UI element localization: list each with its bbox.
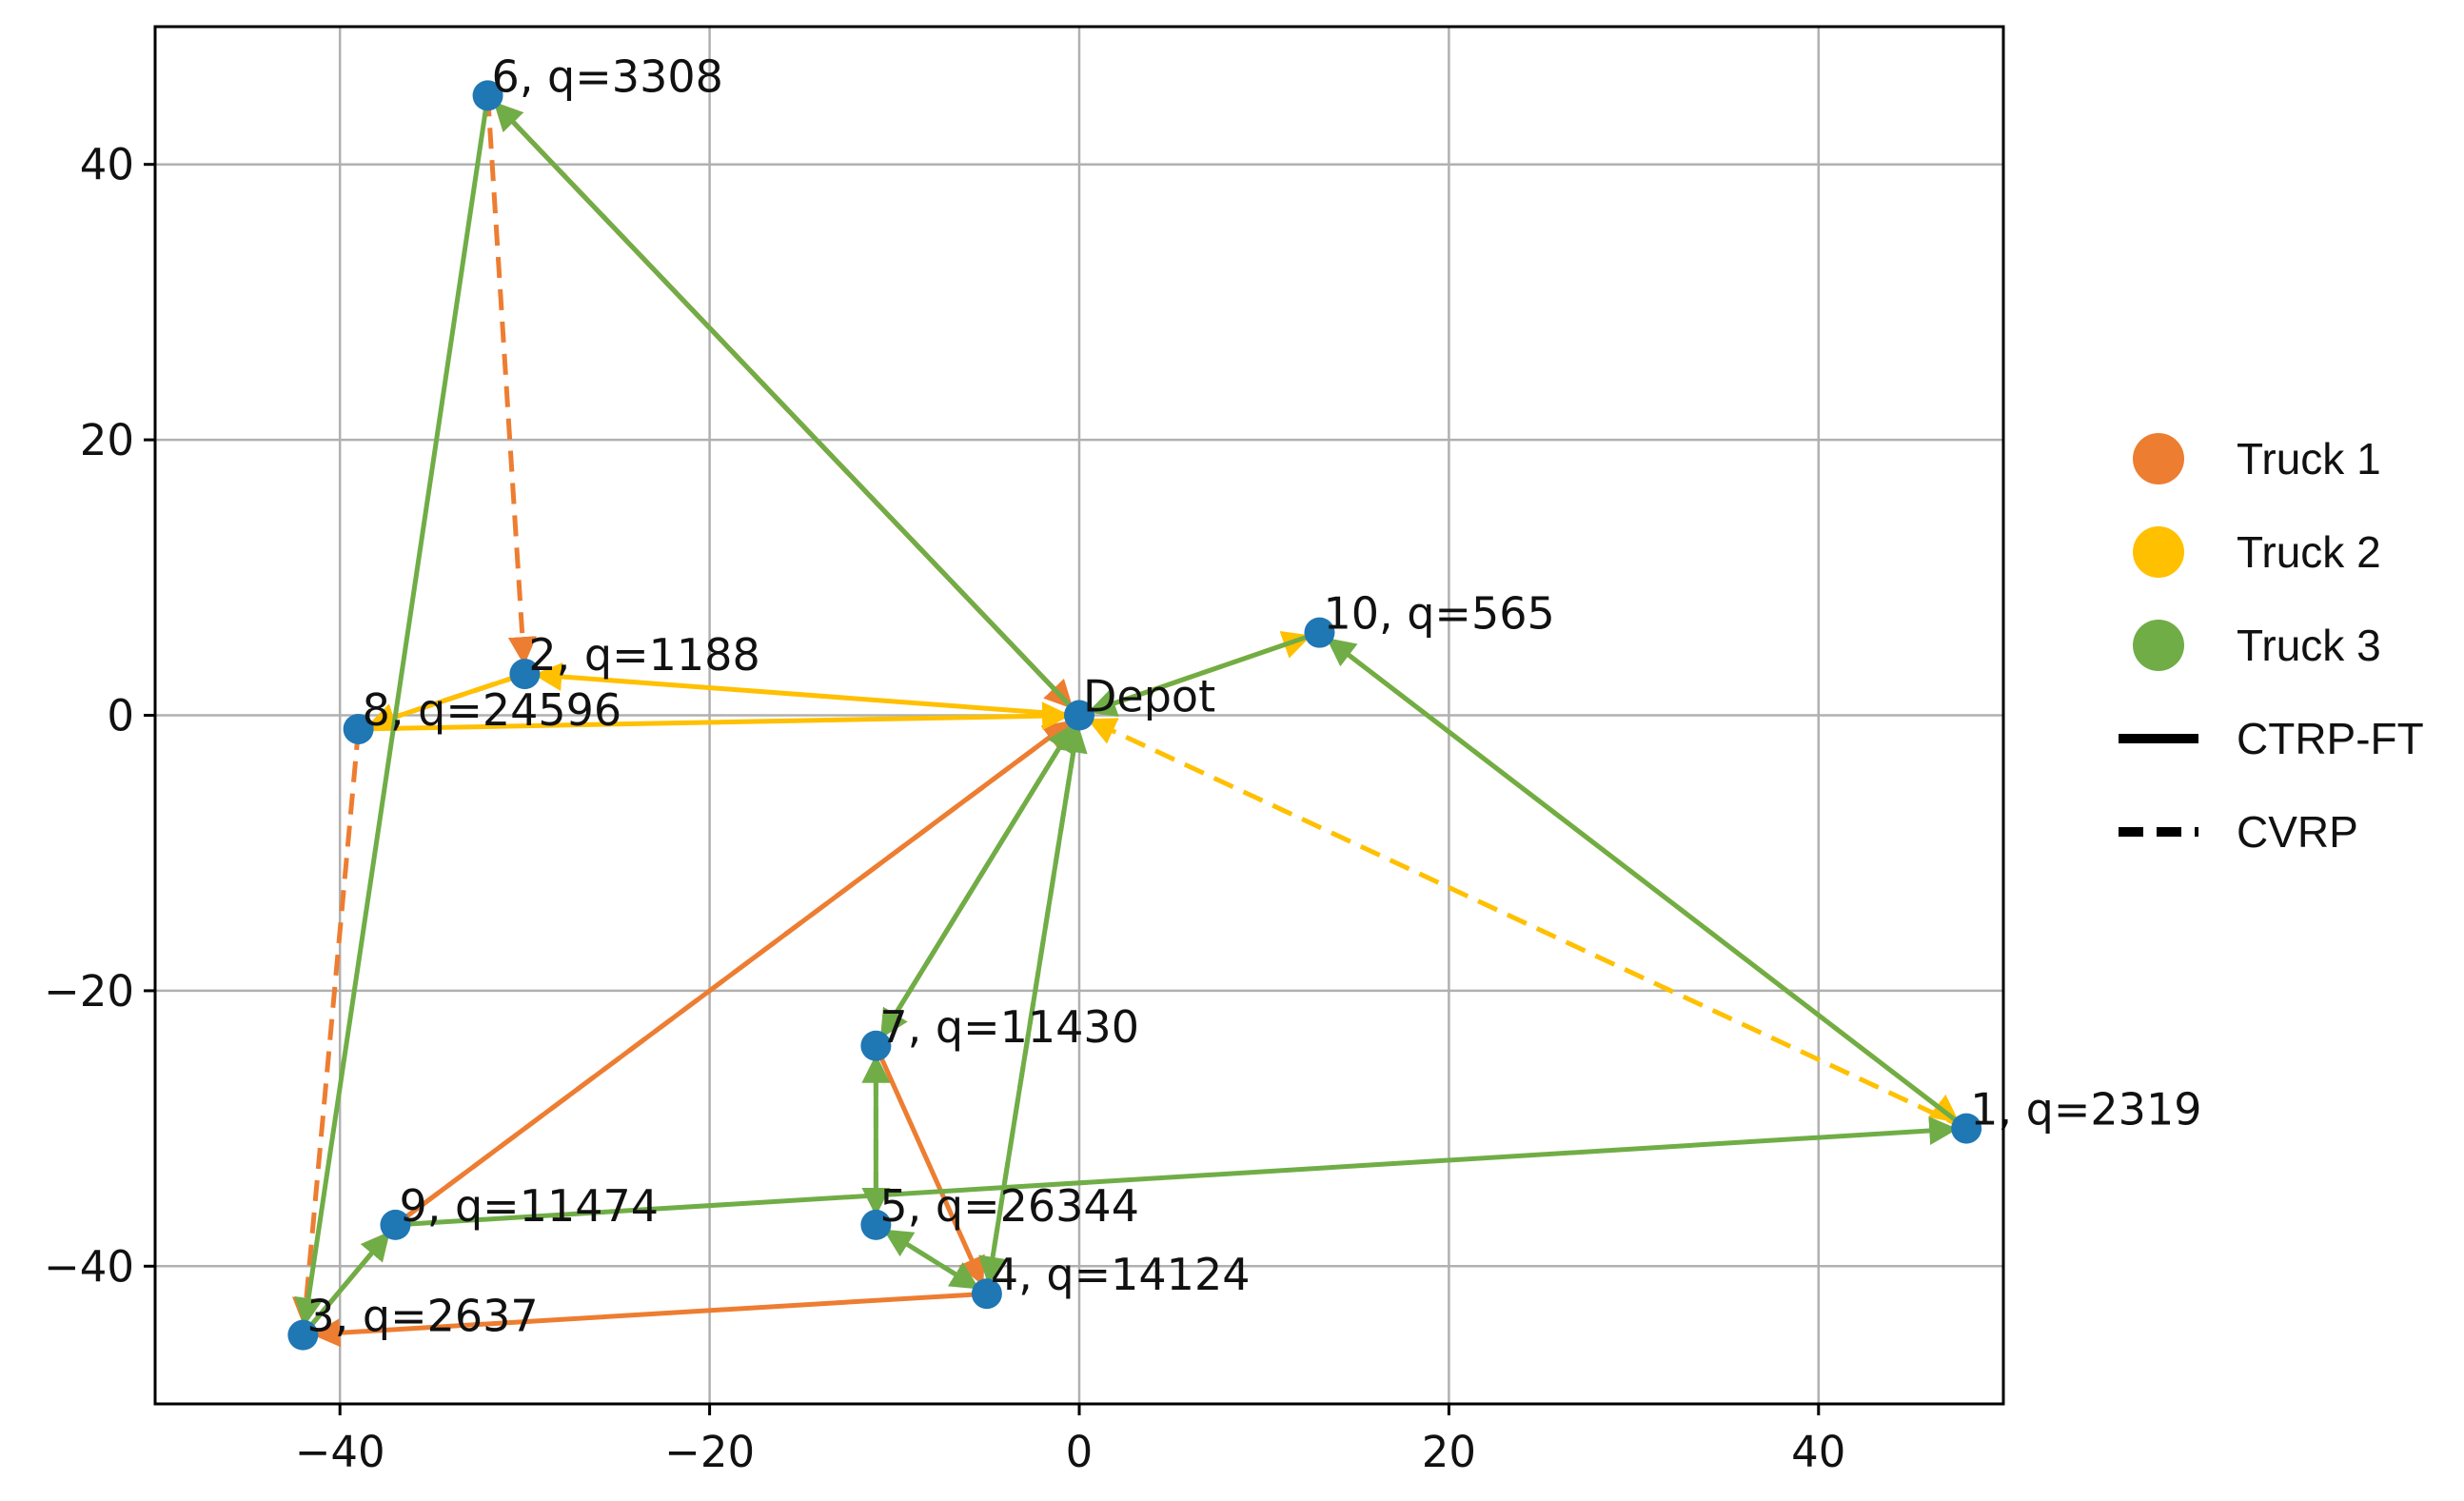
route-segment [533, 662, 1080, 718]
route-truck-3-cvrp [861, 715, 1082, 1296]
point-label-8: 8, q=24596 [363, 684, 622, 736]
legend-label-truck-1: Truck 1 [2237, 434, 2381, 484]
points [287, 80, 1982, 1351]
legend: Truck 1 Truck 2 Truck 3 CTRP-FT CVRP [2119, 433, 2424, 857]
route-segment [358, 701, 1072, 732]
point-6 [472, 80, 503, 111]
point-3 [287, 1319, 319, 1351]
y-tick-label: −20 [44, 966, 134, 1017]
routes [291, 93, 1968, 1348]
legend-label-truck-2: Truck 2 [2237, 527, 2381, 577]
point-label-3: 3, q=2637 [306, 1291, 538, 1342]
route-segment [874, 1044, 985, 1287]
y-tick-label: −40 [44, 1241, 134, 1292]
point-1 [1951, 1113, 1982, 1144]
point-label-depot: Depot [1083, 671, 1215, 722]
y-tick-label: 20 [80, 415, 134, 465]
point-label-4: 4, q=14124 [991, 1249, 1251, 1300]
point-labels: Depot 1, q=2319 2, q=1188 3, q=2637 4, q=141… [306, 50, 2201, 1341]
point-label-6: 6, q=3308 [492, 50, 723, 102]
legend-label-ctrp-ft: CTRP-FT [2237, 714, 2424, 763]
route-segment [1326, 637, 1968, 1131]
point-10 [1304, 617, 1335, 648]
x-tick-label: 0 [1066, 1427, 1094, 1477]
route-segment [294, 94, 491, 1327]
legend-marker-truck-1 [2133, 433, 2184, 484]
point-8 [343, 713, 374, 744]
route-segment [395, 1116, 1959, 1228]
x-tick-label: −40 [295, 1427, 385, 1477]
route-segment [883, 1229, 989, 1296]
route-segment [311, 1291, 988, 1348]
point-label-1: 1, q=2319 [1970, 1084, 2201, 1136]
axis-ticks: −40 −20 0 20 40 −40 −20 0 20 40 [44, 140, 1845, 1477]
point-2 [509, 659, 541, 690]
point-label-5: 5, q=26344 [879, 1180, 1139, 1232]
point-4 [971, 1278, 1002, 1310]
legend-marker-truck-3 [2133, 620, 2184, 671]
route-segment [291, 728, 362, 1327]
grid [155, 27, 2003, 1404]
route-segment [485, 95, 537, 666]
point-7 [860, 1030, 892, 1061]
x-tick-label: 40 [1791, 1427, 1845, 1477]
route-segment [393, 720, 1073, 1227]
y-tick-label: 40 [80, 140, 134, 190]
point-9 [380, 1209, 411, 1240]
point-label-10: 10, q=565 [1323, 588, 1554, 640]
route-segment [1087, 630, 1321, 718]
legend-label-truck-3: Truck 3 [2237, 621, 2381, 670]
legend-label-cvrp: CVRP [2237, 807, 2358, 857]
x-tick-label: 20 [1422, 1427, 1476, 1477]
point-label-2: 2, q=1188 [528, 629, 759, 681]
point-depot [1064, 700, 1094, 731]
point-5 [860, 1209, 892, 1240]
route-segment [493, 101, 1081, 718]
x-tick-label: −20 [664, 1427, 755, 1477]
route-segment [301, 1231, 390, 1337]
y-tick-label: 0 [107, 691, 134, 741]
point-label-9: 9, q=11474 [399, 1180, 659, 1232]
route-segment [1087, 718, 1968, 1131]
point-label-7: 7, q=11430 [879, 1001, 1139, 1053]
legend-marker-truck-2 [2133, 526, 2184, 578]
